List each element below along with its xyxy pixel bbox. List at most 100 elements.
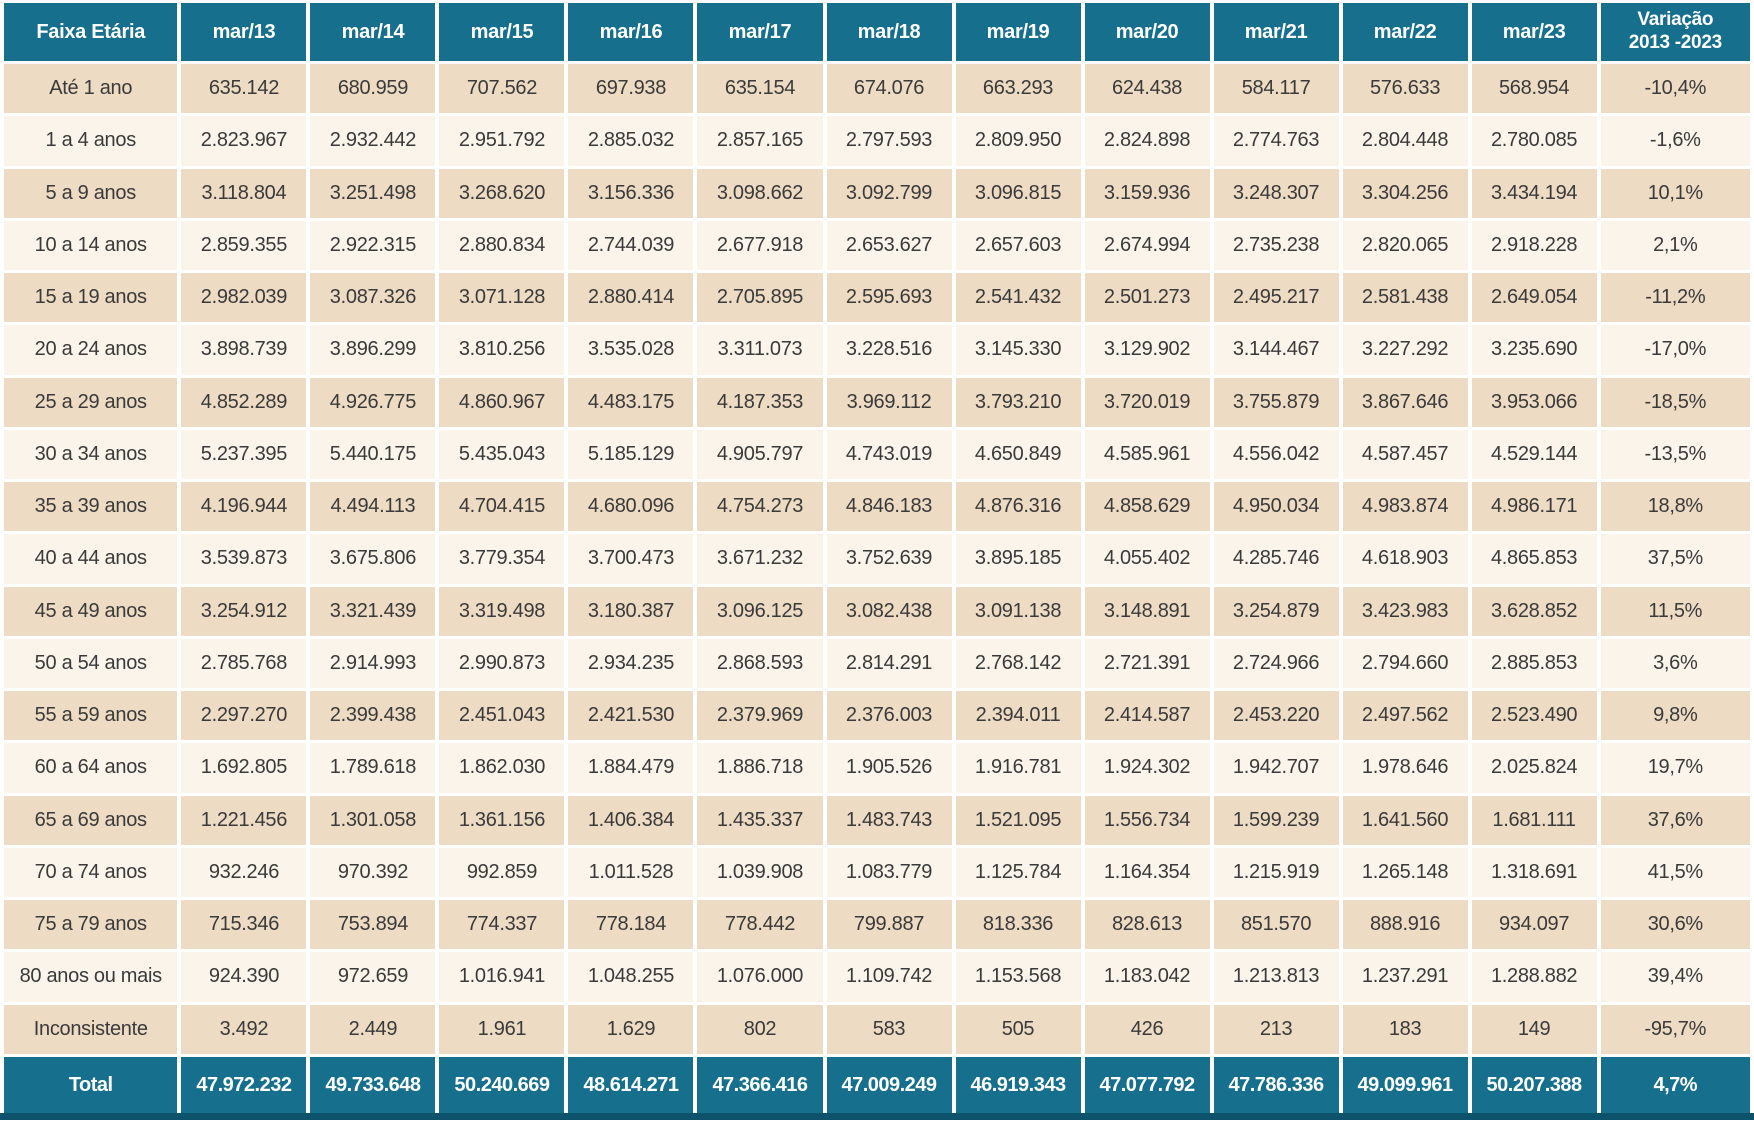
row-label: Até 1 ano (4, 64, 178, 114)
value-cell: 1.011.528 (568, 847, 694, 897)
value-cell: 799.887 (826, 900, 952, 950)
value-cell: 583 (826, 1004, 952, 1054)
value-cell: 2.885.032 (568, 116, 694, 166)
value-cell: 2.495.217 (1213, 273, 1339, 323)
value-cell: 2.653.627 (826, 220, 952, 270)
value-cell: 2.918.228 (1471, 220, 1597, 270)
value-cell: 4.704.415 (439, 482, 565, 532)
value-cell: 5.237.395 (181, 429, 307, 479)
table-row: 20 a 24 anos 3.898.739 3.896.299 3.810.256 3… (4, 325, 1750, 375)
header-row: Faixa Etária mar/13 mar/14 mar/15 mar/16 mar/… (4, 3, 1750, 61)
value-cell: 2.674.994 (1084, 220, 1210, 270)
variation-cell: 9,8% (1600, 691, 1750, 741)
value-cell: 2.768.142 (955, 638, 1081, 688)
value-cell: 888.916 (1342, 900, 1468, 950)
variation-cell: 39,4% (1600, 952, 1750, 1002)
table-row: Até 1 ano 635.142 680.959 707.562 697.938 635… (4, 64, 1750, 114)
col-header-mar-18: mar/18 (826, 3, 952, 61)
variation-cell: 41,5% (1600, 847, 1750, 897)
value-cell: 3.311.073 (697, 325, 823, 375)
value-cell: 4.986.171 (1471, 482, 1597, 532)
value-cell: 2.451.043 (439, 691, 565, 741)
row-label: 10 a 14 anos (4, 220, 178, 270)
variation-cell: -17,0% (1600, 325, 1750, 375)
value-cell: 934.097 (1471, 900, 1597, 950)
variation-cell: 30,6% (1600, 900, 1750, 950)
value-cell: 4.846.183 (826, 482, 952, 532)
value-cell: 3.091.138 (955, 586, 1081, 636)
value-cell: 3.793.210 (955, 377, 1081, 427)
table-row: 75 a 79 anos 715.346 753.894 774.337 778.184… (4, 900, 1750, 950)
col-header-mar-21: mar/21 (1213, 3, 1339, 61)
value-cell: 1.924.302 (1084, 743, 1210, 793)
table-row: 80 anos ou mais 924.390 972.659 1.016.941 1.… (4, 952, 1750, 1002)
value-cell: 2.724.966 (1213, 638, 1339, 688)
table-row: 40 a 44 anos 3.539.873 3.675.806 3.779.354 3… (4, 534, 1750, 584)
value-cell: 4.585.961 (1084, 429, 1210, 479)
value-cell: 2.297.270 (181, 691, 307, 741)
value-cell: 213 (1213, 1004, 1339, 1054)
value-cell: 2.857.165 (697, 116, 823, 166)
value-cell: 4.556.042 (1213, 429, 1339, 479)
value-cell: 3.755.879 (1213, 377, 1339, 427)
total-value-cell: 47.009.249 (826, 1057, 952, 1113)
table-row: 25 a 29 anos 4.852.289 4.926.775 4.860.967 4… (4, 377, 1750, 427)
value-cell: 674.076 (826, 64, 952, 114)
value-cell: 3.969.112 (826, 377, 952, 427)
value-cell: 2.880.834 (439, 220, 565, 270)
value-cell: 2.794.660 (1342, 638, 1468, 688)
value-cell: 3.096.125 (697, 586, 823, 636)
total-value-cell: 47.786.336 (1213, 1057, 1339, 1113)
value-cell: 584.117 (1213, 64, 1339, 114)
value-cell: 828.613 (1084, 900, 1210, 950)
value-cell: 3.098.662 (697, 168, 823, 218)
value-cell: 932.246 (181, 847, 307, 897)
value-cell: 3.159.936 (1084, 168, 1210, 218)
value-cell: 802 (697, 1004, 823, 1054)
value-cell: 183 (1342, 1004, 1468, 1054)
row-label: 40 a 44 anos (4, 534, 178, 584)
row-label: 35 a 39 anos (4, 482, 178, 532)
value-cell: 778.184 (568, 900, 694, 950)
value-cell: 2.541.432 (955, 273, 1081, 323)
value-cell: 568.954 (1471, 64, 1597, 114)
value-cell: 4.587.457 (1342, 429, 1468, 479)
value-cell: 3.096.815 (955, 168, 1081, 218)
value-cell: 4.858.629 (1084, 482, 1210, 532)
value-cell: 635.142 (181, 64, 307, 114)
value-cell: 3.087.326 (310, 273, 436, 323)
value-cell: 1.435.337 (697, 795, 823, 845)
col-header-mar-17: mar/17 (697, 3, 823, 61)
value-cell: 3.535.028 (568, 325, 694, 375)
value-cell: 1.521.095 (955, 795, 1081, 845)
value-cell: 715.346 (181, 900, 307, 950)
table-row: 45 a 49 anos 3.254.912 3.321.439 3.319.498 3… (4, 586, 1750, 636)
value-cell: 4.743.019 (826, 429, 952, 479)
value-cell: 680.959 (310, 64, 436, 114)
value-cell: 2.820.065 (1342, 220, 1468, 270)
value-cell: 1.301.058 (310, 795, 436, 845)
value-cell: 1.556.734 (1084, 795, 1210, 845)
table-row: 60 a 64 anos 1.692.805 1.789.618 1.862.030 1… (4, 743, 1750, 793)
value-cell: 2.705.895 (697, 273, 823, 323)
row-label: 60 a 64 anos (4, 743, 178, 793)
value-cell: 3.628.852 (1471, 586, 1597, 636)
value-cell: 1.039.908 (697, 847, 823, 897)
total-value-cell: 48.614.271 (568, 1057, 694, 1113)
value-cell: 1.942.707 (1213, 743, 1339, 793)
value-cell: 1.599.239 (1213, 795, 1339, 845)
value-cell: 3.434.194 (1471, 168, 1597, 218)
value-cell: 972.659 (310, 952, 436, 1002)
row-label: 25 a 29 anos (4, 377, 178, 427)
value-cell: 2.453.220 (1213, 691, 1339, 741)
value-cell: 3.867.646 (1342, 377, 1468, 427)
value-cell: 1.153.568 (955, 952, 1081, 1002)
variation-cell: 11,5% (1600, 586, 1750, 636)
value-cell: 1.862.030 (439, 743, 565, 793)
value-cell: 4.494.113 (310, 482, 436, 532)
value-cell: 1.016.941 (439, 952, 565, 1002)
value-cell: 4.876.316 (955, 482, 1081, 532)
value-cell: 663.293 (955, 64, 1081, 114)
value-cell: 3.254.879 (1213, 586, 1339, 636)
